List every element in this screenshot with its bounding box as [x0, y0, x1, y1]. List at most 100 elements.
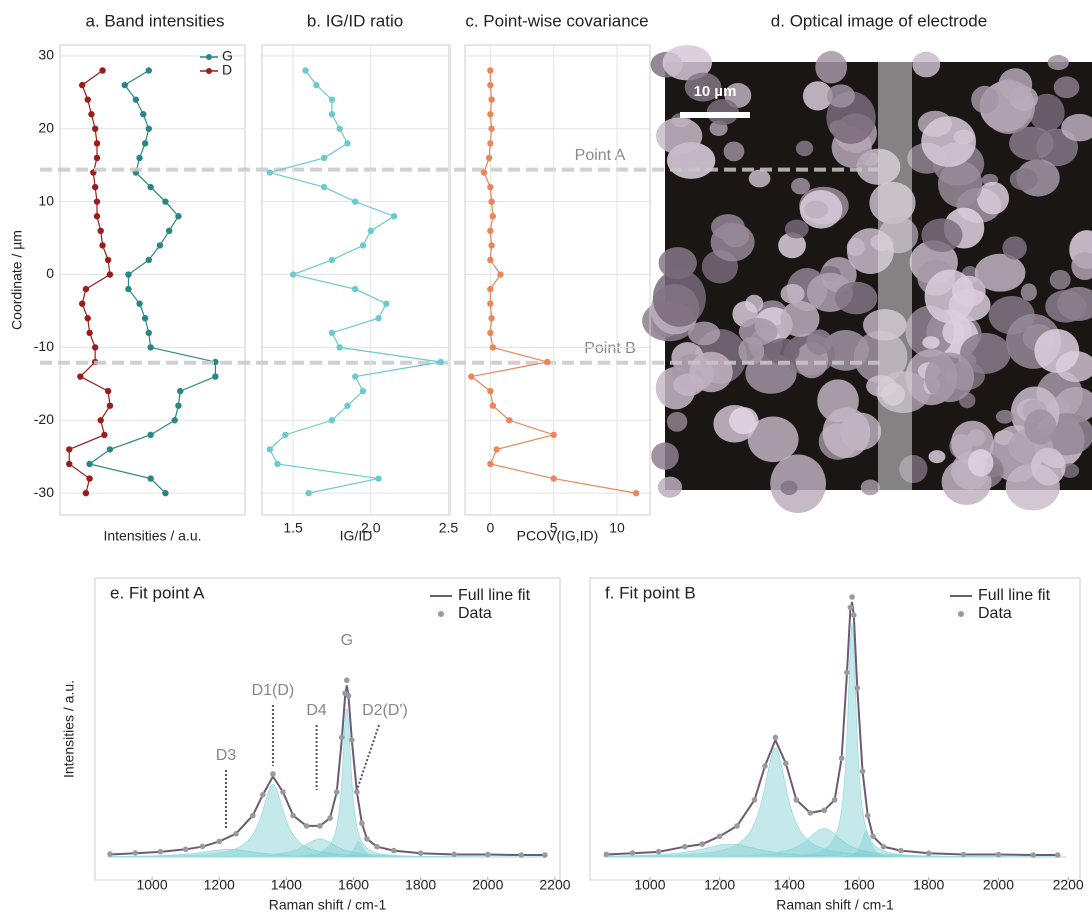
data-point — [632, 489, 640, 497]
data-point — [870, 833, 876, 840]
plot-frame — [464, 44, 651, 516]
data-point — [960, 851, 967, 858]
data-point — [141, 140, 149, 147]
plot-frame — [589, 577, 1081, 881]
data-point — [344, 677, 350, 684]
data-point — [821, 807, 827, 814]
data-point — [165, 227, 173, 235]
particle — [780, 480, 798, 495]
data-point — [364, 836, 370, 842]
particle — [738, 317, 778, 346]
data-point — [93, 154, 101, 162]
x-tick-label: 1800 — [913, 877, 944, 893]
data-point — [354, 789, 360, 795]
y-tick-label: 10 — [38, 192, 54, 208]
data-point — [336, 125, 343, 132]
data-point — [352, 373, 359, 380]
data-point — [305, 489, 312, 497]
y-tick-label: -30 — [34, 484, 54, 500]
data-point — [734, 823, 740, 829]
point-label: Point A — [575, 147, 626, 164]
peak-component — [603, 622, 1067, 858]
data-point — [260, 791, 266, 798]
data-point — [359, 387, 367, 395]
x-axis-label: PCOV(IG,ID) — [517, 528, 599, 544]
x-tick-label: 2.5 — [439, 520, 459, 536]
data-point — [793, 797, 800, 803]
data-point — [104, 256, 112, 264]
data-point — [156, 242, 164, 249]
data-point — [783, 760, 789, 767]
data-point — [493, 446, 500, 453]
data-point — [145, 256, 152, 264]
legend-label: Full line fit — [978, 587, 1051, 604]
data-point — [485, 851, 491, 858]
data-point — [489, 402, 497, 409]
data-point — [506, 417, 513, 424]
data-point — [487, 67, 494, 74]
particle — [1071, 252, 1092, 281]
data-point — [844, 669, 850, 676]
legend-swatch — [438, 611, 444, 617]
data-point — [93, 140, 101, 147]
data-point — [91, 183, 99, 191]
particle — [835, 281, 878, 315]
particle — [967, 449, 994, 477]
particle — [723, 141, 745, 162]
particle — [817, 379, 859, 423]
particle — [1029, 93, 1065, 132]
series-line — [267, 70, 441, 494]
particle — [976, 181, 1010, 215]
peak-component — [108, 708, 547, 858]
data-point — [375, 475, 382, 482]
data-point — [147, 431, 154, 439]
particle — [1024, 409, 1057, 445]
peak-label: D4 — [306, 702, 327, 719]
x-tick-label: 5 — [550, 520, 558, 536]
particle — [960, 332, 1011, 374]
series-line — [68, 70, 111, 494]
data-point — [880, 843, 887, 850]
data-point — [280, 789, 286, 795]
data-point — [338, 734, 345, 741]
data-point — [147, 344, 154, 351]
particle — [729, 407, 759, 435]
particle — [795, 140, 814, 157]
data-point — [121, 81, 128, 89]
data-point — [84, 96, 91, 103]
data-point — [488, 242, 495, 249]
data-point — [328, 96, 336, 103]
y-tick-label: 0 — [46, 265, 54, 281]
y-axis-label: Intensities / a.u. — [61, 680, 77, 778]
data-point — [145, 67, 152, 74]
data-point — [487, 227, 494, 235]
data-point — [849, 594, 855, 600]
data-point — [807, 810, 814, 816]
peak-component — [108, 841, 547, 858]
data-point — [488, 315, 495, 322]
data-point — [270, 771, 276, 777]
data-point — [468, 373, 475, 380]
particle — [651, 442, 679, 470]
data-point — [290, 812, 296, 819]
particle — [1009, 168, 1038, 191]
data-point — [145, 125, 152, 132]
particle — [806, 329, 833, 355]
data-point — [655, 848, 662, 855]
particle — [924, 352, 975, 403]
data-point — [437, 358, 444, 366]
particle — [656, 117, 703, 155]
data-point — [199, 843, 206, 850]
particle — [971, 85, 999, 114]
data-point — [182, 846, 189, 853]
plot-frame — [59, 44, 246, 516]
data-point — [497, 271, 504, 278]
particle — [928, 450, 946, 464]
legend-label: Full line fit — [458, 587, 531, 604]
data-point — [550, 431, 557, 439]
data-point — [216, 838, 223, 845]
particle — [974, 253, 1026, 292]
particle — [765, 338, 800, 365]
data-point — [320, 154, 328, 162]
